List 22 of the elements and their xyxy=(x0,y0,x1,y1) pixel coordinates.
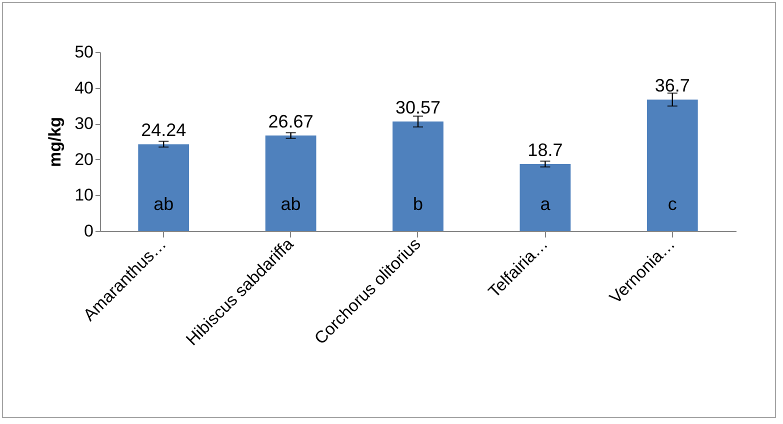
y-tick-label: 40 xyxy=(74,78,94,98)
bar xyxy=(392,122,444,231)
annotation: ab xyxy=(154,194,174,214)
data-label: 36.7 xyxy=(654,76,690,96)
y-axis-title: mg/kg xyxy=(46,116,65,168)
bar xyxy=(646,100,698,231)
y-tick-label: 30 xyxy=(74,114,94,134)
annotation: ab xyxy=(280,194,301,214)
y-tick-label: 0 xyxy=(84,222,94,240)
y-tick-label: 50 xyxy=(74,42,94,62)
bar xyxy=(138,144,190,231)
data-label: 26.67 xyxy=(268,112,314,132)
bar xyxy=(520,164,571,231)
annotation: c xyxy=(668,194,677,214)
y-tick-label: 10 xyxy=(74,186,94,205)
annotation: a xyxy=(540,194,552,214)
data-label: 24.24 xyxy=(141,120,186,140)
data-label: 18.7 xyxy=(528,140,563,160)
bar xyxy=(265,136,316,231)
y-tick-label: 20 xyxy=(74,150,94,169)
annotation: b xyxy=(412,194,424,214)
data-label: 30.57 xyxy=(395,98,441,118)
